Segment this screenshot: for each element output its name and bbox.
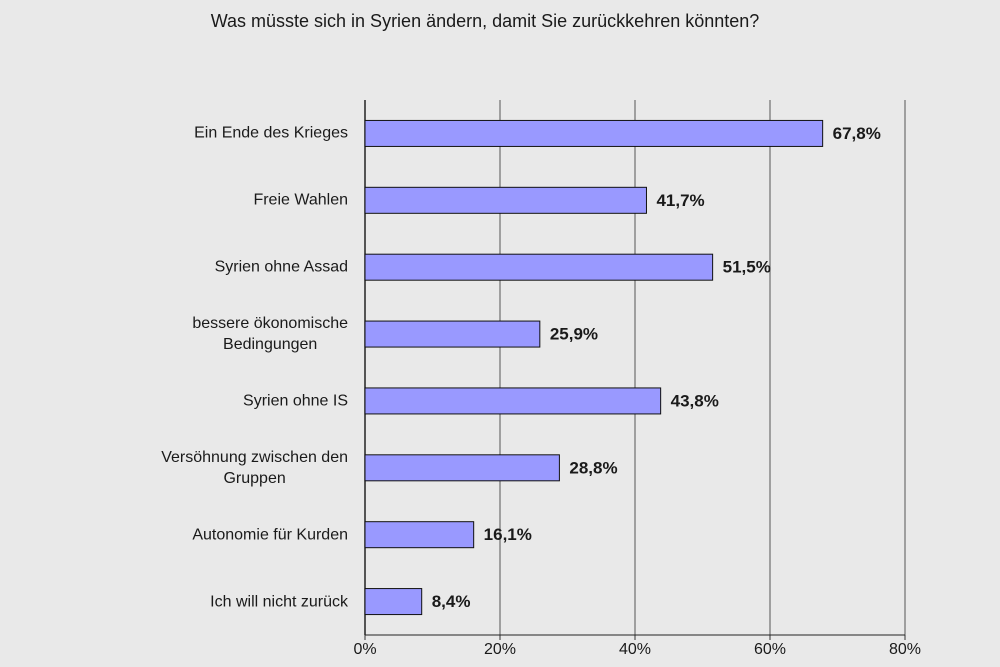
bar — [364, 588, 423, 616]
y-tick-label: Syrien ohne IS — [243, 392, 348, 410]
value-label: 8,4% — [432, 592, 471, 611]
bar — [364, 320, 541, 348]
y-tick-label: bessere ökonomische Bedingungen — [192, 315, 348, 354]
y-tick-label: Syrien ohne Assad — [214, 258, 348, 276]
value-label: 43,8% — [671, 391, 719, 410]
y-tick-label: Autonomie für Kurden — [192, 526, 348, 544]
x-tick-label: 0% — [353, 641, 376, 658]
value-label: 41,7% — [656, 191, 704, 210]
bar — [364, 119, 824, 147]
x-tick-label: 20% — [484, 641, 516, 658]
bar — [364, 521, 475, 549]
bar — [364, 454, 560, 482]
bar — [364, 387, 662, 415]
y-tick-label: Freie Wahlen — [253, 191, 348, 209]
value-label: 67,8% — [833, 124, 881, 143]
value-label: 51,5% — [723, 258, 771, 277]
y-tick-label: Ein Ende des Krieges — [194, 124, 348, 142]
x-tick-label: 80% — [889, 641, 921, 658]
bar — [364, 186, 647, 214]
y-tick-label: Ich will nicht zurück — [210, 593, 348, 611]
x-tick-label: 60% — [754, 641, 786, 658]
x-tick-label: 40% — [619, 641, 651, 658]
chart-title: Was müsste sich in Syrien ändern, damit … — [211, 11, 760, 31]
value-label: 28,8% — [569, 458, 617, 477]
value-label: 16,1% — [484, 525, 532, 544]
y-tick-label: Versöhnung zwischen den Gruppen — [161, 448, 348, 487]
value-label: 25,9% — [550, 325, 598, 344]
bar — [364, 253, 714, 281]
